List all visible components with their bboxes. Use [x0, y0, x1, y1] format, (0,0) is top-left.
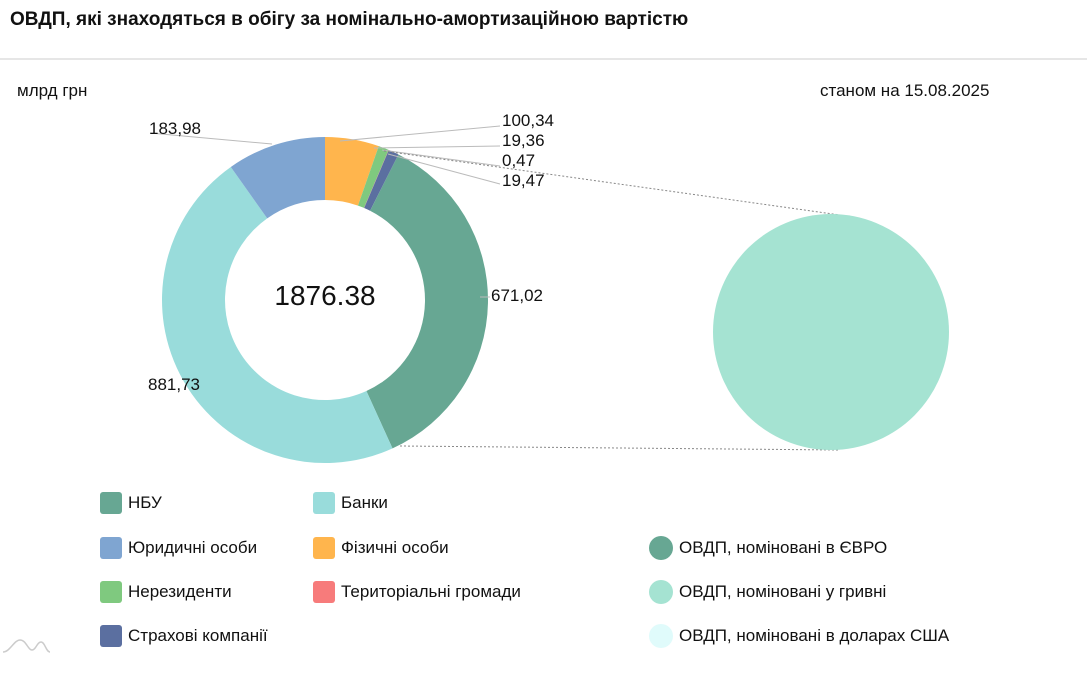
- donut-chart: [162, 137, 488, 463]
- donut-slice[interactable]: [364, 150, 399, 211]
- legend-item[interactable]: Територіальні громади: [313, 581, 521, 603]
- legend-swatch: [313, 492, 335, 514]
- legend-item[interactable]: Юридичні особи: [100, 537, 257, 559]
- leader-line: [149, 132, 273, 145]
- leader-line: [381, 149, 501, 167]
- divider: [0, 58, 1087, 60]
- data-label: 19,47: [502, 171, 545, 190]
- chart-title: ОВДП, які знаходяться в обігу за номінал…: [10, 9, 689, 30]
- donut-slice[interactable]: [366, 154, 488, 449]
- legend-label: Територіальні громади: [341, 582, 521, 601]
- donut-slice[interactable]: [325, 137, 379, 206]
- legend-item[interactable]: Банки: [313, 492, 388, 514]
- legend-swatch: [100, 581, 122, 603]
- legend-swatch: [649, 580, 673, 604]
- data-label: 881,73: [148, 375, 200, 394]
- legend-item[interactable]: ОВДП, номіновані в ЄВРО: [649, 536, 887, 560]
- leader-line: [373, 145, 501, 149]
- legend-item[interactable]: Фізичні особи: [313, 537, 449, 559]
- legend-label: Страхові компанії: [128, 626, 268, 645]
- data-label: 0,47: [502, 151, 536, 170]
- legend-label: ОВДП, номіновані в доларах США: [679, 626, 950, 645]
- legend-swatch: [313, 537, 335, 559]
- leader-line: [339, 125, 501, 142]
- legend-label: ОВДП, номіновані в ЄВРО: [679, 538, 888, 557]
- legend-label: Банки: [341, 493, 388, 512]
- legend-label: НБУ: [128, 493, 162, 512]
- leader-lines: [149, 125, 501, 298]
- data-label: 183,98: [149, 119, 201, 138]
- legend-item[interactable]: Страхові компанії: [100, 625, 268, 647]
- legend-label: Юридичні особи: [128, 538, 258, 557]
- data-label: 19,36: [502, 131, 545, 150]
- connector-line: [399, 445, 841, 451]
- donut-slice[interactable]: [357, 146, 389, 208]
- connector-line: [383, 150, 841, 216]
- legend-swatch: [649, 624, 673, 648]
- legend-swatch: [100, 537, 122, 559]
- legend-label: Нерезиденти: [128, 582, 232, 601]
- legend-label: ОВДП, номіновані у гривні: [679, 582, 887, 601]
- donut-slice[interactable]: [162, 166, 393, 463]
- data-label: 671,02: [491, 286, 543, 305]
- legend-item[interactable]: ОВДП, номіновані в доларах США: [649, 624, 949, 648]
- donut-slice[interactable]: [364, 149, 389, 208]
- legend-swatch: [100, 492, 122, 514]
- legend-swatch: [313, 581, 335, 603]
- legend-item[interactable]: Нерезиденти: [100, 581, 232, 603]
- logo-icon: [2, 639, 51, 653]
- legend-item[interactable]: ОВДП, номіновані у гривні: [649, 580, 886, 604]
- currency-pie-slice-uah: [713, 214, 949, 450]
- legend-swatch: [100, 625, 122, 647]
- unit-label: млрд грн: [17, 81, 88, 100]
- legend-item[interactable]: НБУ: [100, 492, 162, 514]
- donut-total: 1876.38: [274, 280, 376, 311]
- data-label: 100,34: [502, 111, 554, 130]
- legend-label: Фізичні особи: [341, 538, 449, 557]
- donut-slice[interactable]: [230, 137, 325, 219]
- legend-swatch: [649, 536, 673, 560]
- date-label: станом на 15.08.2025: [820, 81, 990, 100]
- leader-line: [387, 153, 501, 185]
